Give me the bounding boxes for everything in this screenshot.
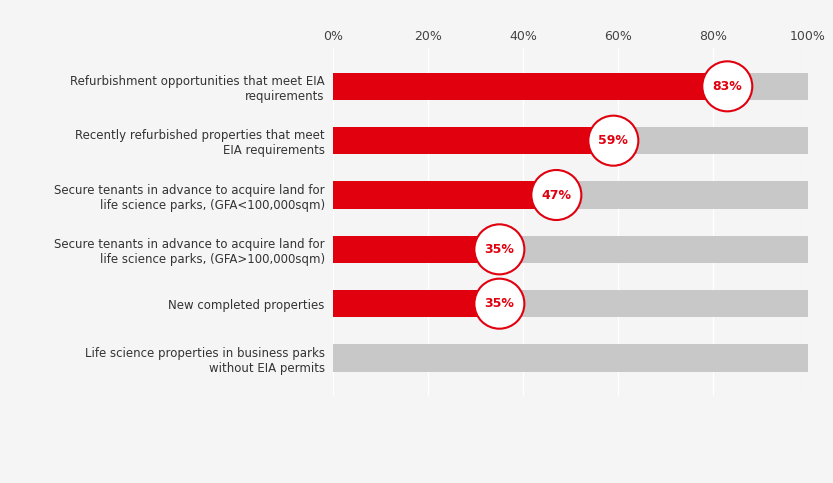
Bar (333, 290, 500, 317)
Ellipse shape (474, 224, 525, 274)
Bar (333, 182, 556, 209)
Bar (333, 73, 808, 100)
Bar (333, 290, 808, 317)
Bar (333, 236, 500, 263)
Text: 59%: 59% (598, 134, 628, 147)
Bar (333, 182, 808, 209)
Text: 83%: 83% (712, 80, 742, 93)
Text: 35%: 35% (485, 243, 514, 256)
Ellipse shape (474, 279, 525, 329)
Ellipse shape (531, 170, 581, 220)
Ellipse shape (702, 61, 752, 112)
Bar (333, 236, 808, 263)
Text: 35%: 35% (485, 297, 514, 310)
Bar (333, 73, 727, 100)
Ellipse shape (588, 115, 638, 166)
Bar (333, 344, 808, 371)
Text: 47%: 47% (541, 188, 571, 201)
Bar (333, 127, 808, 154)
Bar (333, 127, 613, 154)
